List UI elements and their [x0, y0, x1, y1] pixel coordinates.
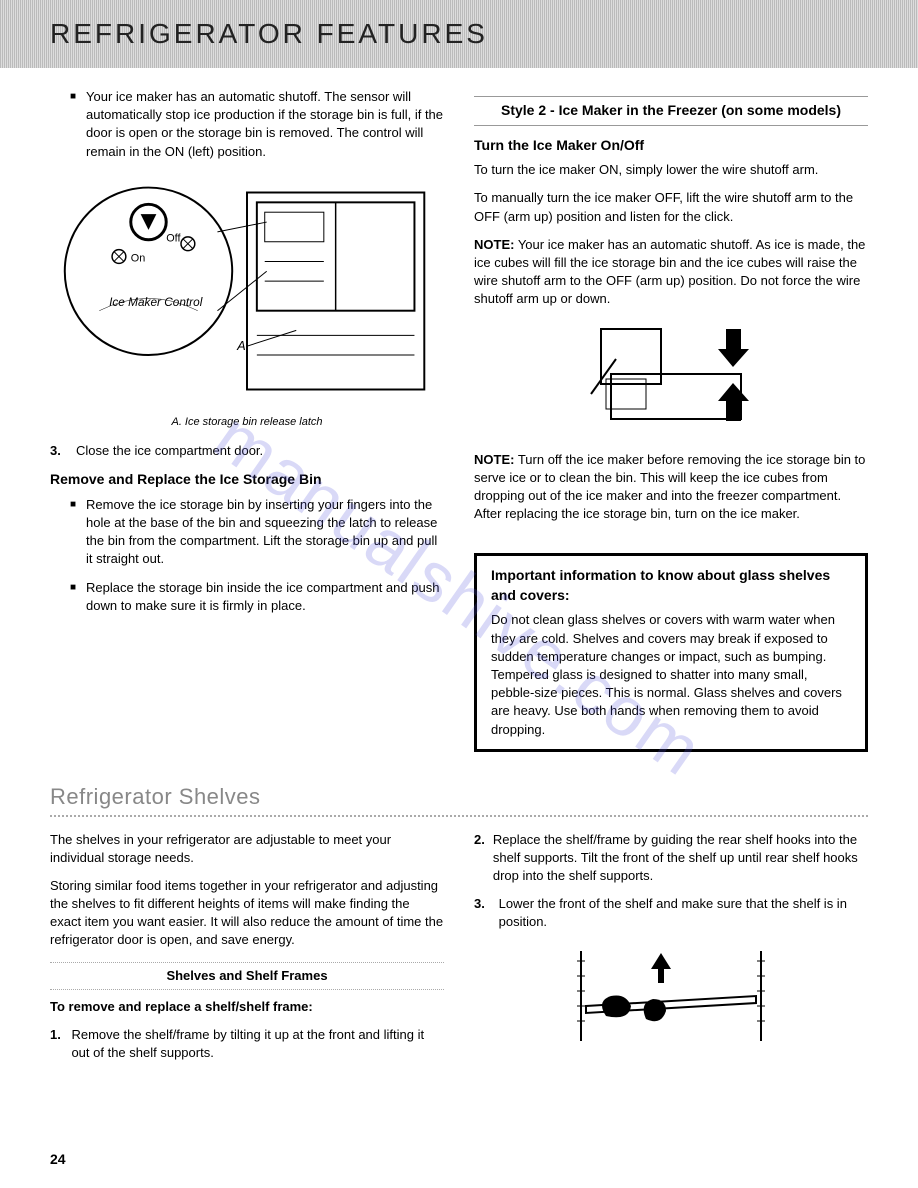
bullet-item: ■ Remove the ice storage bin by insertin… — [50, 496, 444, 569]
list-item: 1. Remove the shelf/frame by tilting it … — [50, 1026, 444, 1062]
bullet-text: Replace the storage bin inside the ice c… — [86, 579, 444, 615]
diagram-caption: A. Ice storage bin release latch — [50, 415, 444, 430]
remove-heading: To remove and replace a shelf/shelf fram… — [50, 998, 444, 1016]
step-text: Remove the shelf/frame by tilting it up … — [71, 1026, 444, 1062]
step-number: 3. — [474, 895, 491, 931]
paragraph: To manually turn the ice maker OFF, lift… — [474, 189, 868, 225]
shelves-left: The shelves in your refrigerator are adj… — [50, 831, 444, 1073]
bullet-icon: ■ — [70, 496, 76, 569]
note-label: NOTE: — [474, 452, 514, 467]
right-column: Style 2 - Ice Maker in the Freezer (on s… — [474, 88, 868, 752]
important-callout: Important information to know about glas… — [474, 553, 868, 752]
bullet-text: Remove the ice storage bin by inserting … — [86, 496, 444, 569]
subheading: Turn the Ice Maker On/Off — [474, 136, 868, 156]
page-title: REFRIGERATOR FEATURES — [50, 14, 488, 53]
subheading: Remove and Replace the Ice Storage Bin — [50, 470, 444, 490]
banner: REFRIGERATOR FEATURES — [0, 0, 918, 68]
upper-columns: ■ Your ice maker has an automatic shutof… — [0, 68, 918, 752]
bullet-text: Your ice maker has an automatic shutoff.… — [86, 88, 444, 161]
style2-header: Style 2 - Ice Maker in the Freezer (on s… — [474, 96, 868, 126]
step-text: Close the ice compartment door. — [76, 442, 263, 460]
paragraph: The shelves in your refrigerator are adj… — [50, 831, 444, 867]
note-paragraph: NOTE: Your ice maker has an automatic sh… — [474, 236, 868, 309]
list-item: 3. Lower the front of the shelf and make… — [474, 895, 868, 931]
style2-heading: Style 2 - Ice Maker in the Freezer (on s… — [474, 101, 868, 121]
step-number: 2. — [474, 831, 485, 886]
step-text: Replace the shelf/frame by guiding the r… — [493, 831, 868, 886]
bullet-icon: ■ — [70, 88, 76, 161]
list-item: 2. Replace the shelf/frame by guiding th… — [474, 831, 868, 886]
note-label: NOTE: — [474, 237, 514, 252]
page-number: 24 — [50, 1150, 66, 1170]
left-column: ■ Your ice maker has an automatic shutof… — [50, 88, 444, 752]
list-item: 3. Close the ice compartment door. — [50, 442, 444, 460]
ice-maker-diagram: On Off Ice Maker Control A — [50, 171, 444, 411]
note-paragraph: NOTE: Turn off the ice maker before remo… — [474, 451, 868, 524]
frames-heading: Shelves and Shelf Frames — [50, 962, 444, 990]
shelves-columns: The shelves in your refrigerator are adj… — [0, 817, 918, 1073]
svg-text:On: On — [131, 252, 145, 264]
bullet-item: ■ Replace the storage bin inside the ice… — [50, 579, 444, 615]
shelves-right: 2. Replace the shelf/frame by guiding th… — [474, 831, 868, 1073]
section-title: Refrigerator Shelves — [0, 782, 918, 813]
step-number: 3. — [50, 442, 68, 460]
shelf-diagram — [551, 941, 791, 1051]
bullet-icon: ■ — [70, 579, 76, 615]
bullet-item: ■ Your ice maker has an automatic shutof… — [50, 88, 444, 161]
svg-text:A: A — [236, 338, 246, 353]
paragraph: To turn the ice maker ON, simply lower t… — [474, 161, 868, 179]
step-text: Lower the front of the shelf and make su… — [499, 895, 868, 931]
svg-text:Off: Off — [166, 233, 181, 245]
shutoff-arm-diagram — [571, 319, 771, 439]
step-number: 1. — [50, 1026, 63, 1062]
svg-text:Ice Maker Control: Ice Maker Control — [109, 295, 203, 309]
paragraph: Storing similar food items together in y… — [50, 877, 444, 950]
important-heading: Important information to know about glas… — [491, 566, 851, 605]
note-text: Your ice maker has an automatic shutoff.… — [474, 237, 865, 307]
note-text: Turn off the ice maker before removing t… — [474, 452, 865, 522]
important-body: Do not clean glass shelves or covers wit… — [491, 611, 851, 738]
